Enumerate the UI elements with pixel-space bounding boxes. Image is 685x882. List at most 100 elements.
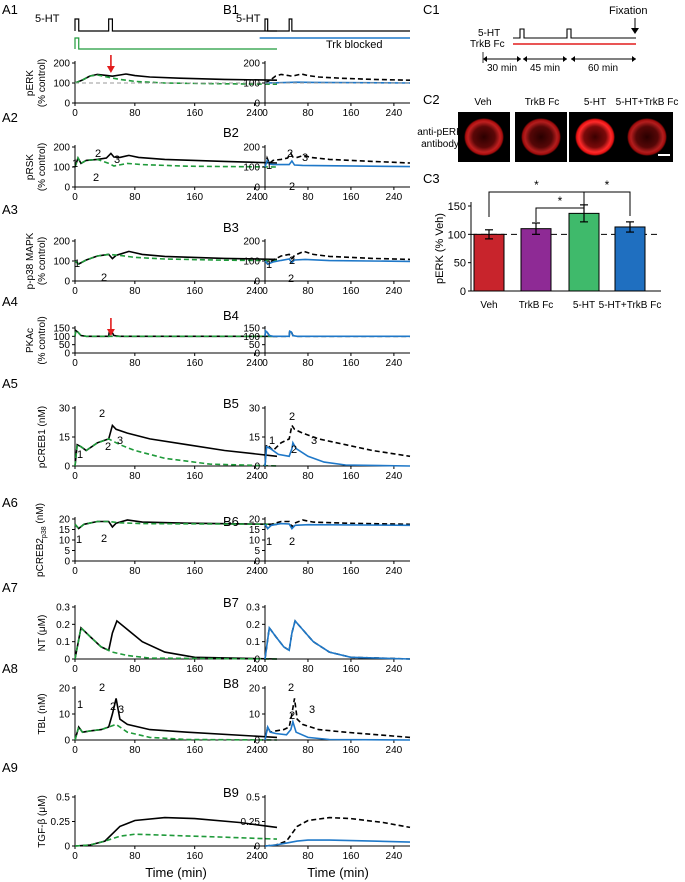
B4-series-black-dashed: [264, 328, 410, 338]
B2-xtick-label: 240: [386, 192, 403, 203]
B3-ytick-label: 100: [243, 257, 260, 268]
c3-bracket-trkb-5ht-star: *: [558, 194, 563, 208]
row3-ylabel: p-p38 MAPK (% control): [25, 232, 48, 289]
B6-ytick-label: 20: [249, 515, 261, 526]
panel-label-b9: B9: [223, 785, 239, 800]
A2-xtick-label: 160: [186, 192, 203, 203]
A4-ytick-label: 50: [59, 340, 71, 351]
panel-label-b4: B4: [223, 308, 239, 323]
c3-ytick-label: 100: [448, 229, 466, 241]
A9-ytick-label: 0: [64, 842, 70, 853]
row8-ylabel: TBL (nM): [37, 693, 48, 734]
c2-cell: [575, 118, 615, 156]
b1-stimulus-trace: [264, 18, 410, 32]
B7-xtick-label: 80: [302, 664, 314, 675]
A3-xtick-label: 80: [129, 286, 141, 297]
A9-xtick-label: 160: [186, 851, 203, 862]
B8-ytick-label: 20: [249, 684, 261, 695]
c1-interval-arrow-right: [563, 56, 567, 62]
A9-ytick-label: 0.5: [56, 793, 70, 804]
A8-xtick-label: 240: [246, 745, 263, 756]
panel-label-a9: A9: [2, 760, 18, 775]
a6-peak1-label: 1: [76, 534, 82, 546]
B8-series-blue: [264, 718, 411, 741]
ylabel: pCREB1 (nM): [37, 406, 48, 468]
b2-peak3-label: 3: [302, 152, 308, 164]
B2-series-blue: [264, 158, 411, 168]
ylabel-line1: pERK: [25, 70, 36, 96]
A2-ytick-label: 0: [64, 183, 70, 194]
B1-ytick-label: 100: [243, 79, 260, 90]
A7-ytick-label: 0.3: [56, 603, 70, 614]
B7-xtick-label: 0: [262, 664, 268, 675]
c1-interval-arrow-left: [523, 56, 527, 62]
B2-xtick-label: 0: [262, 192, 268, 203]
B5-ytick-label: 0: [254, 462, 260, 473]
A8-ytick-label: 10: [59, 710, 71, 721]
panel-label-a7: A7: [2, 580, 18, 595]
B9-series-black-dashed: [264, 816, 411, 847]
b6-peak1-label: 1: [266, 536, 272, 548]
a5-peak1-label: 1: [77, 449, 83, 461]
b3-peak1-label: 1: [266, 259, 272, 271]
B2-ytick-label: 0: [254, 183, 260, 194]
B8-xtick-label: 240: [386, 745, 403, 756]
ylabel-line2: (% control): [37, 59, 48, 107]
b5-peak2-blue-label: 2: [291, 444, 297, 456]
c3-bracket-5ht-combo-star: *: [605, 178, 610, 192]
c2-label-5ht-trkb: 5-HT+TrkB Fc: [616, 97, 679, 108]
c2-cell: [627, 118, 667, 156]
c1-fixation-arrow-head: [631, 28, 639, 34]
row2-ylabel: pRSK (% control): [25, 143, 48, 191]
B7-xtick-label: 240: [386, 664, 403, 675]
ylabel-line2: (% control): [37, 316, 48, 364]
c3-category-label: 5-HT+TrkB Fc: [599, 300, 662, 311]
A5-ytick-label: 30: [59, 404, 71, 415]
B1-xtick-label: 80: [302, 108, 314, 119]
B3-series-blue: [264, 258, 411, 265]
a5-peak3-label: 3: [117, 435, 123, 447]
panel-label-b2: B2: [223, 125, 239, 140]
A6-xtick-label: 80: [129, 566, 141, 577]
B6-series-blue: [264, 522, 411, 531]
A7-ytick-label: 0.1: [56, 637, 70, 648]
B6-xtick-label: 160: [343, 566, 360, 577]
A4-xtick-label: 0: [72, 358, 78, 369]
c1-interval-arrow-left: [571, 56, 575, 62]
c3-bracket-veh-5ht-star: *: [534, 178, 539, 192]
c2-antibody-line2: antibody: [421, 139, 459, 150]
c2-cell: [464, 118, 504, 156]
B9-xtick-label: 160: [343, 851, 360, 862]
B7-series-blue: [264, 619, 411, 660]
A2-ytick-label: 100: [53, 163, 70, 174]
panel-label-b5: B5: [223, 396, 239, 411]
B3-ytick-label: 200: [243, 237, 260, 248]
a8-peak1-label: 1: [77, 699, 83, 711]
b1-5ht-label: 5-HT: [236, 13, 261, 25]
panel-label-b1: B1: [223, 2, 239, 17]
panel-label-a1: A1: [2, 2, 18, 17]
B4-xtick-label: 80: [302, 358, 314, 369]
panel-label-a4: A4: [2, 294, 18, 309]
c3-bar-2: [568, 212, 600, 292]
A9-xtick-label: 240: [246, 851, 263, 862]
A6-series-green-dashed: [74, 520, 278, 530]
B2-ytick-label: 200: [243, 143, 260, 154]
c1-5ht-trace: [513, 28, 636, 39]
B7-ytick-label: 0: [254, 655, 260, 666]
B6-ytick-label: 5: [254, 546, 260, 557]
B3-series-black-dashed: [264, 250, 411, 266]
b5-peak1-label: 1: [269, 435, 275, 447]
B4-series-blue: [264, 329, 410, 338]
A8-xtick-label: 160: [186, 745, 203, 756]
B2-xtick-label: 80: [302, 192, 314, 203]
B1-ytick-label: 200: [243, 59, 260, 70]
B5-xtick-label: 160: [343, 471, 360, 482]
B1-series-black-dashed: [264, 73, 411, 84]
a2-peak1-label: 1: [72, 158, 78, 170]
b5-peak2-label: 2: [289, 411, 295, 423]
A2-ytick-label: 200: [53, 143, 70, 154]
x-axis-title-a: Time (min): [145, 865, 207, 880]
c3-bar-0: [473, 233, 505, 292]
